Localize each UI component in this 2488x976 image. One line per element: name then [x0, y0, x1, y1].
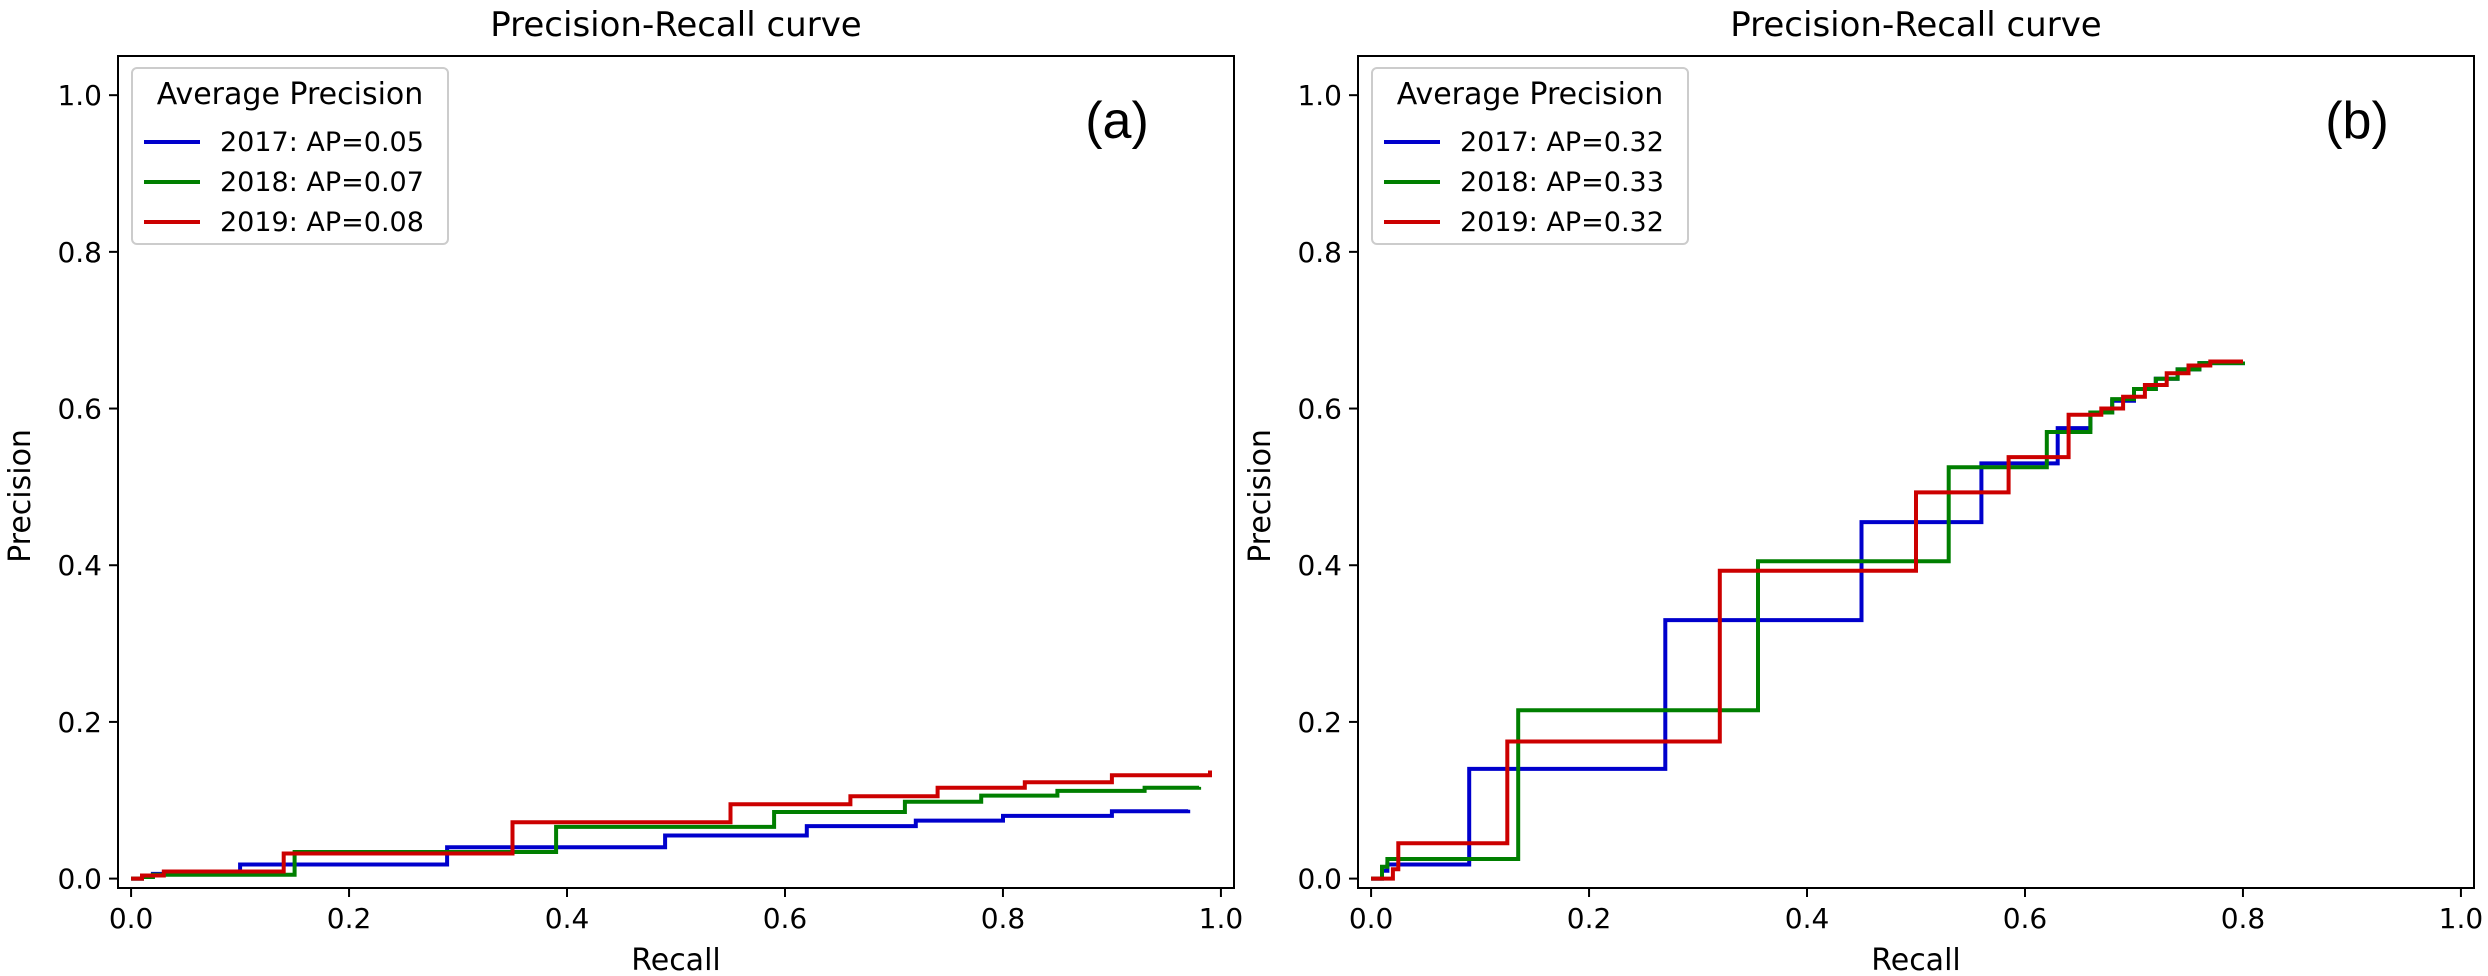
- legend-title: Average Precision: [157, 77, 424, 112]
- panel-label: (b): [2325, 92, 2389, 150]
- legend-title: Average Precision: [1397, 77, 1664, 112]
- y-tick-label: 0.6: [1297, 393, 1342, 426]
- legend-entry: 2018: AP=0.07: [220, 167, 424, 198]
- y-tick-label: 1.0: [1297, 79, 1342, 112]
- y-axis-label: Precision: [1243, 429, 1278, 563]
- x-tick-label: 0.0: [1349, 902, 1394, 935]
- panel-label: (a): [1085, 92, 1149, 150]
- y-tick-label: 0.2: [1297, 706, 1342, 739]
- series-line-1: [1371, 361, 2245, 881]
- x-tick-label: 0.0: [109, 902, 154, 935]
- legend-entry: 2019: AP=0.08: [220, 207, 424, 238]
- chart-title: Precision-Recall curve: [490, 5, 861, 45]
- chart-panel-b: Precision-Recall curve (b) Recall Precis…: [1243, 5, 2483, 976]
- series-line-1: [131, 809, 1191, 881]
- y-tick-label: 0.0: [57, 863, 102, 896]
- y-tick-label: 0.8: [1297, 236, 1342, 269]
- y-tick-label: 0.4: [1297, 549, 1342, 582]
- legend-entry: 2019: AP=0.32: [1460, 207, 1664, 238]
- x-tick-label: 0.2: [1567, 902, 1612, 935]
- y-axis-label: Precision: [3, 429, 38, 563]
- plot-frame: [1357, 55, 2475, 889]
- x-axis-label: Recall: [1871, 943, 1961, 976]
- x-tick-label: 0.4: [1785, 902, 1830, 935]
- legend: Average Precision 2017: AP=0.05 2018: AP=…: [131, 67, 449, 245]
- legend-entry: 2018: AP=0.33: [1460, 167, 1664, 198]
- y-tick-label: 1.0: [57, 79, 102, 112]
- y-tick-label: 0.8: [57, 236, 102, 269]
- x-tick-label: 1.0: [1199, 902, 1244, 935]
- legend-items: 2017: AP=0.32 2018: AP=0.33 2019: AP=0.32: [1384, 127, 1664, 238]
- x-tick-label: 0.6: [2003, 902, 2048, 935]
- x-tick-label: 0.2: [327, 902, 372, 935]
- x-tick-label: 1.0: [2439, 902, 2484, 935]
- x-tick-label: 0.8: [2221, 902, 2266, 935]
- x-axis-label: Recall: [631, 943, 721, 976]
- chart-title: Precision-Recall curve: [1730, 5, 2101, 45]
- legend-items: 2017: AP=0.05 2018: AP=0.07 2019: AP=0.08: [144, 127, 424, 238]
- legend: Average Precision 2017: AP=0.32 2018: AP=…: [1371, 67, 1689, 245]
- y-tick-label: 0.2: [57, 706, 102, 739]
- series-line-3: [131, 770, 1212, 881]
- legend-entry: 2017: AP=0.05: [220, 127, 424, 158]
- legend-entry: 2017: AP=0.32: [1460, 127, 1664, 158]
- y-tick-label: 0.6: [57, 393, 102, 426]
- axis-ticks: 0.0 0.2 0.4 0.6 0.8 1.0 0.0 0.2 0.4 0.6 0.8 1.0: [1297, 79, 2483, 935]
- x-tick-label: 0.6: [763, 902, 808, 935]
- series-group: [1371, 359, 2245, 881]
- legend-box: [1371, 67, 1689, 245]
- chart-panel-a: Precision-Recall curve (a) Recall Precis…: [3, 5, 1243, 976]
- x-tick-label: 0.4: [545, 902, 590, 935]
- legend-box: [131, 67, 449, 245]
- y-tick-label: 0.0: [1297, 863, 1342, 896]
- axis-ticks: 0.0 0.2 0.4 0.6 0.8 1.0 0.0 0.2 0.4 0.6 0.8 1.0: [57, 79, 1243, 935]
- plot-frame: [117, 55, 1235, 889]
- series-group: [131, 770, 1212, 881]
- series-line-3: [1371, 359, 2243, 881]
- y-tick-label: 0.4: [57, 549, 102, 582]
- x-tick-label: 0.8: [981, 902, 1026, 935]
